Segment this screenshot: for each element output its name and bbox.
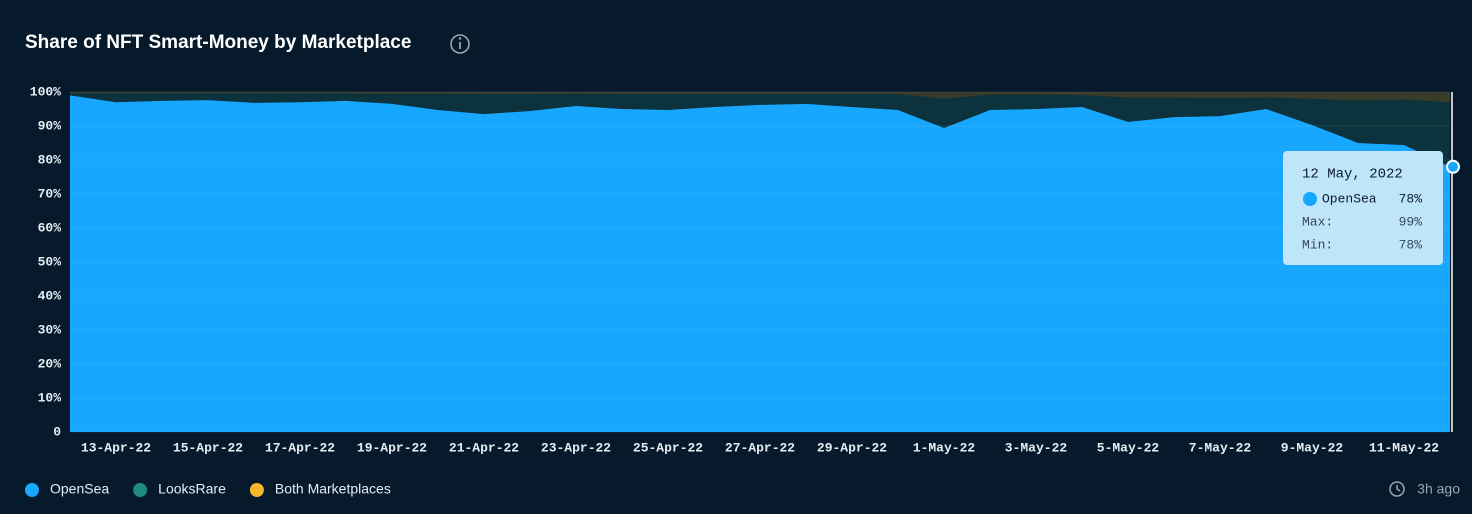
tooltip-text: 78% <box>1399 237 1423 252</box>
x-tick-label: 19-Apr-22 <box>357 440 427 455</box>
x-tick-label: 23-Apr-22 <box>541 440 611 455</box>
plot-area: 0 10% 20% 30% 40% 50% 60% 70% 80% 90% 100% 13-Apr-2… <box>25 84 1460 497</box>
x-tick-label: 7-May-22 <box>1189 440 1252 455</box>
tooltip-text: Max: <box>1302 214 1333 229</box>
legend-swatch <box>25 483 39 497</box>
tooltip-swatch <box>1303 192 1317 206</box>
hover-marker <box>1446 159 1460 174</box>
area <box>70 92 1450 103</box>
y-tick-label: 40% <box>38 288 62 303</box>
y-tick-label: 90% <box>38 118 62 133</box>
y-tick-label: 50% <box>38 254 62 269</box>
area <box>70 93 1450 167</box>
y-tick-label: 80% <box>38 152 62 167</box>
tooltip-text: Min: <box>1302 237 1333 252</box>
x-tick-label: 3-May-22 <box>1005 440 1068 455</box>
legend-item[interactable]: LooksRare <box>133 481 226 497</box>
legend-label: LooksRare <box>158 481 226 497</box>
x-tick-label: 15-Apr-22 <box>173 440 243 455</box>
info-icon[interactable] <box>450 34 470 54</box>
legend-item[interactable]: OpenSea <box>25 481 109 497</box>
legend-swatch <box>249 483 264 497</box>
x-tick-label: 1-May-22 <box>913 440 976 455</box>
tooltip: 12 May, 2022 OpenSea 78% Max: 99% Min: 78% <box>1283 151 1443 265</box>
y-tick-label: 60% <box>38 220 62 235</box>
y-tick-label: 30% <box>38 322 62 337</box>
x-tick-label: 25-Apr-22 <box>633 440 703 455</box>
updated-time: 3h ago <box>1417 481 1460 497</box>
x-tick-label: 11-May-22 <box>1369 440 1439 455</box>
x-tick-label: 17-Apr-22 <box>265 440 335 455</box>
x-tick-label: 29-Apr-22 <box>817 440 887 455</box>
chart-title: Share of NFT Smart-Money by Marketplace <box>25 32 411 53</box>
y-tick-label: 20% <box>38 356 62 371</box>
y-tick-label: 70% <box>38 186 62 201</box>
legend-label: Both Marketplaces <box>275 481 391 497</box>
legend-swatch <box>133 483 148 497</box>
y-tick-label: 100% <box>30 84 61 99</box>
x-tick-label: 21-Apr-22 <box>449 440 519 455</box>
tooltip-text: 78% <box>1399 191 1423 206</box>
tooltip-text: 12 May, 2022 <box>1302 167 1403 183</box>
tooltip-box <box>1283 151 1443 265</box>
tooltip-text: OpenSea <box>1322 191 1377 206</box>
x-tick-label: 27-Apr-22 <box>725 440 795 455</box>
x-tick-label: 9-May-22 <box>1281 440 1344 455</box>
legend-label: OpenSea <box>50 481 109 497</box>
refresh-icon <box>1389 481 1405 497</box>
x-tick-label: 5-May-22 <box>1097 440 1160 455</box>
y-tick-label: 0 <box>53 424 61 439</box>
area <box>70 95 1450 433</box>
tooltip-text: 99% <box>1399 214 1423 229</box>
legend-item[interactable]: Both Marketplaces <box>249 481 391 497</box>
y-tick-label: 10% <box>38 390 62 405</box>
x-tick-label: 13-Apr-22 <box>81 440 151 455</box>
